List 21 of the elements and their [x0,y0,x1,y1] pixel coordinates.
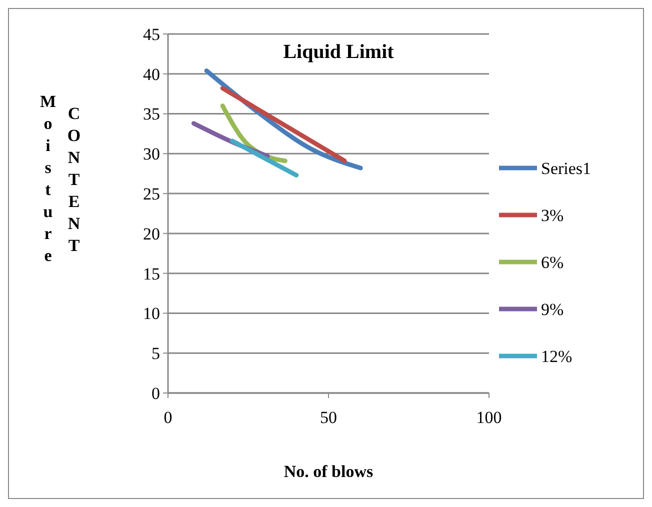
legend-label: 3% [541,206,564,225]
chart-title: Liquid Limit [283,41,394,63]
y-tick-label: 5 [152,344,160,364]
legend-label: Series1 [541,158,592,178]
legend-label: 12% [541,346,572,366]
x-tick-label: 100 [476,408,502,427]
x-tick-label: 50 [320,408,337,427]
y-tick-label: 30 [143,144,160,164]
y-tick-label: 35 [143,104,160,124]
x-axis-title: No. of blows [284,462,374,481]
y-tick-label: 25 [143,184,160,204]
y-tick-label: 20 [143,224,160,244]
y-axis-title: Moisture CONTENT [38,92,84,268]
y-tick-label: 45 [143,24,160,44]
y-tick-label: 40 [143,64,160,84]
legend-label: 9% [541,300,564,319]
y-tick-label: 15 [143,264,160,284]
y-tick-label: 0 [152,384,160,403]
x-tick-label: 0 [164,408,172,427]
y-tick-label: 10 [143,304,160,324]
legend-label: 6% [541,252,564,272]
